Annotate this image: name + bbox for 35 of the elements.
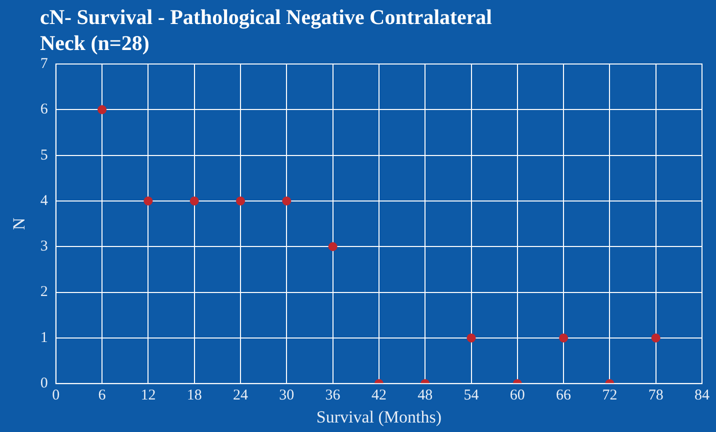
x-tick-label: 78 <box>648 388 664 404</box>
x-tick-label: 24 <box>233 388 248 404</box>
point <box>559 333 568 342</box>
x-tick-label: 30 <box>279 388 294 404</box>
x-tick-label: 42 <box>371 388 386 404</box>
y-tick-label: 1 <box>40 330 48 346</box>
point <box>236 196 245 206</box>
point <box>190 196 199 206</box>
x-tick-label: 0 <box>52 388 60 404</box>
point <box>282 196 292 206</box>
x-tick-label: 54 <box>464 388 480 404</box>
y-tick-label: 6 <box>40 102 48 118</box>
point <box>328 242 338 252</box>
y-tick-label: 2 <box>40 284 48 300</box>
x-tick-label: 48 <box>418 388 433 404</box>
x-tick-label: 60 <box>510 388 525 404</box>
point <box>651 333 660 342</box>
x-tick-label: 84 <box>694 388 710 404</box>
x-tick-label: 12 <box>140 388 156 404</box>
x-tick-label: 66 <box>556 388 572 404</box>
x-tick-label: 36 <box>325 388 341 404</box>
point <box>144 196 153 206</box>
point <box>98 105 107 114</box>
y-tick-label: 7 <box>40 56 48 72</box>
y-tick-label: 4 <box>40 192 48 209</box>
x-tick-label: 72 <box>602 388 618 404</box>
x-axis-title: Survival (Months) <box>316 407 442 426</box>
y-tick-label: 0 <box>40 376 48 392</box>
x-tick-label: 6 <box>98 388 106 404</box>
point <box>466 333 476 342</box>
x-tick-label: 18 <box>186 388 202 404</box>
chart-title: cN- Survival - Pathological Negative Contralateral Neck (n=28) <box>40 4 493 56</box>
y-tick-label: 3 <box>40 238 48 255</box>
y-tick-label: 5 <box>40 147 48 164</box>
y-axis-title: N <box>10 218 29 230</box>
